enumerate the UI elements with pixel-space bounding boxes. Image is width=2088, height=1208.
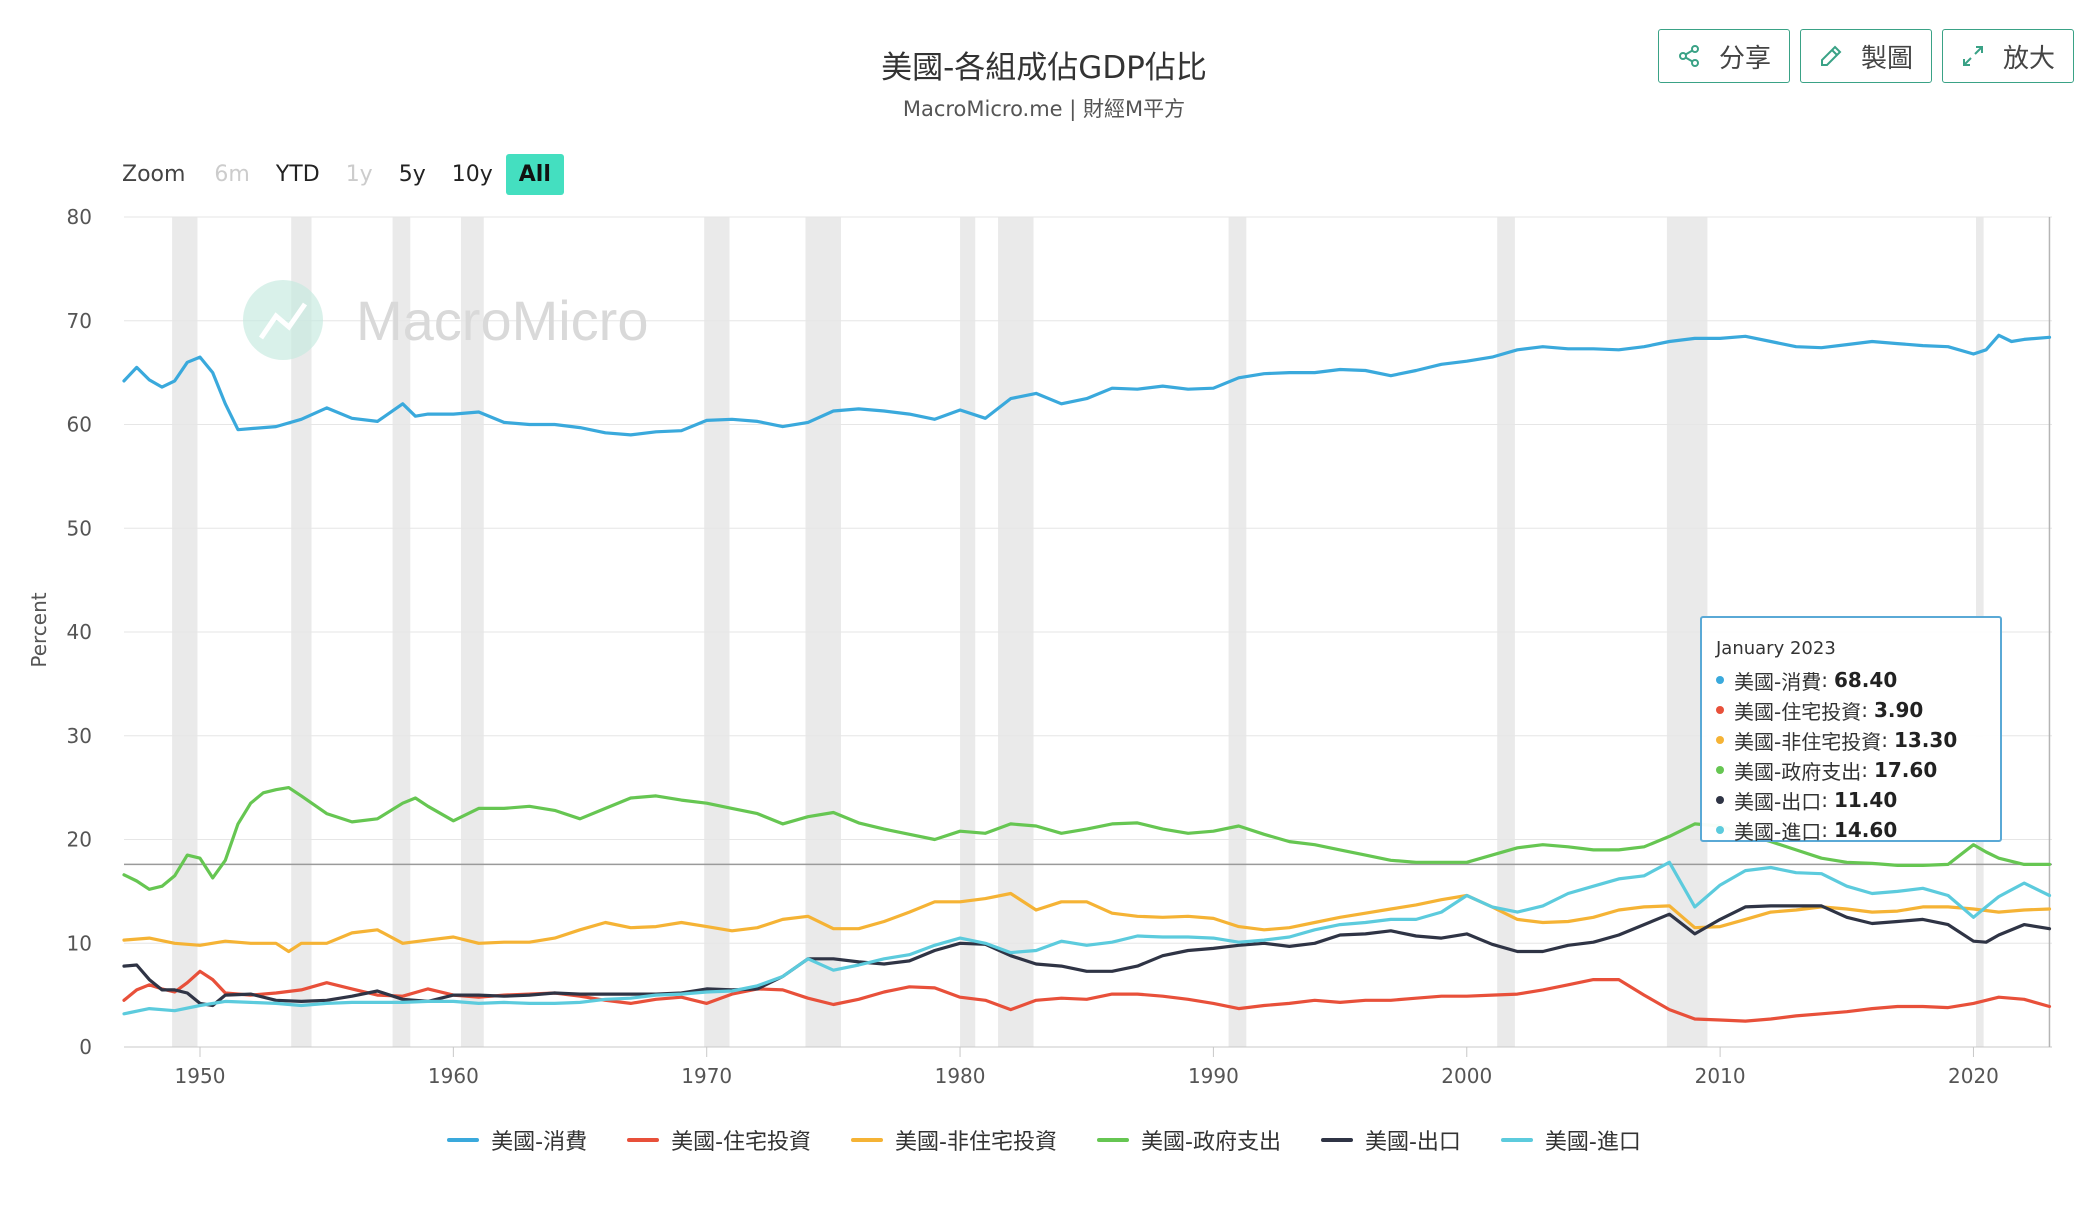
series-line-5 [122, 860, 2052, 1016]
draw-label: 製圖 [1860, 43, 1913, 74]
tooltip-dot [1716, 796, 1724, 804]
y-tick-label: 10 [67, 931, 92, 955]
tooltip-row: 美國-住宅投資: 3.90 [1716, 695, 1986, 725]
tooltip-dot [1716, 736, 1724, 744]
tooltip-row-name: 美國-進口 [1734, 819, 1822, 844]
tooltip-row-value: 14.60 [1833, 818, 1898, 842]
zoom-5y-button[interactable]: 5y [398, 162, 426, 187]
tooltip-row-name: 美國-消費 [1734, 669, 1822, 694]
watermark-text: MacroMicro [356, 289, 648, 352]
legend-item-residential-investment[interactable]: 美國-住宅投資 [627, 1124, 811, 1156]
expand-icon [1962, 46, 1983, 66]
legend-swatch [1097, 1138, 1129, 1142]
tooltip-row-value: 17.60 [1873, 758, 1938, 782]
y-tick-label: 50 [67, 516, 92, 540]
tooltip-row-name: 美國-政府支出 [1734, 759, 1862, 784]
tooltip-date: January 2023 [1716, 638, 1836, 659]
action-bar: 分享 製圖 放大 [1657, 29, 2074, 83]
tooltip-row: 美國-出口: 11.40 [1716, 785, 1986, 815]
series-line-4 [122, 904, 2052, 1008]
y-axis-label: Percent [27, 592, 51, 667]
legend-label: 美國-進口 [1544, 1130, 1641, 1155]
watermark-logo-mark [258, 302, 308, 340]
zoom-1y-button[interactable]: 1y [345, 162, 373, 187]
legend-item-exports[interactable]: 美國-出口 [1320, 1124, 1461, 1156]
legend-label: 美國-出口 [1364, 1130, 1461, 1155]
legend-item-nonresidential-investment[interactable]: 美國-非住宅投資 [851, 1124, 1057, 1156]
tooltip-dot [1716, 676, 1724, 684]
legend-swatch [627, 1138, 660, 1142]
tooltip-row-value: 68.40 [1833, 668, 1898, 692]
legend: 美國-消費 美國-住宅投資 美國-非住宅投資 美國-政府支出 美國-出口 美國-… [0, 1124, 2088, 1156]
tooltip-row-value: 11.40 [1833, 788, 1898, 812]
pencil-icon [1820, 45, 1842, 66]
tooltip-dot [1716, 766, 1724, 774]
x-tick-label: 2000 [1441, 1064, 1492, 1088]
legend-label: 美國-消費 [491, 1130, 588, 1155]
zoom-bar: Zoom 6m YTD 1y 5y 10y All [122, 154, 564, 195]
zoom-label: Zoom [122, 162, 186, 187]
legend-swatch [447, 1138, 480, 1142]
tooltip-row-name: 美國-住宅投資 [1734, 699, 1862, 724]
chart-title: 美國-各組成佔GDP佔比 [881, 50, 1207, 86]
tooltip-row-value: 13.30 [1893, 728, 1958, 752]
tooltip: January 2023 美國-消費: 68.40 美國-住宅投資: 3.90 … [1700, 616, 2002, 845]
y-tick-label: 80 [67, 205, 92, 229]
x-tick-label: 1970 [681, 1064, 732, 1088]
tooltip-row-name: 美國-出口 [1734, 789, 1822, 814]
share-icon [1678, 45, 1699, 67]
y-axis-ticks: 0 10 20 30 40 50 60 70 80 [67, 205, 92, 1059]
zoom-all-button[interactable]: All [505, 154, 564, 195]
legend-item-imports[interactable]: 美國-進口 [1500, 1124, 1641, 1156]
x-tick-label: 2020 [1948, 1064, 1999, 1088]
chart-subtitle: MacroMicro.me | 財經M平方 [902, 97, 1186, 121]
x-tick-label: 1960 [428, 1064, 479, 1088]
y-tick-label: 60 [67, 413, 92, 437]
legend-item-consumption[interactable]: 美國-消費 [447, 1124, 587, 1156]
y-tick-label: 30 [67, 724, 92, 748]
expand-button[interactable]: 放大 [1941, 29, 2074, 83]
draw-button[interactable]: 製圖 [1799, 29, 1932, 83]
y-tick-label: 20 [67, 828, 92, 852]
legend-item-government-spending[interactable]: 美國-政府支出 [1097, 1124, 1281, 1156]
watermark: MacroMicro [243, 280, 648, 360]
tooltip-dot [1716, 706, 1724, 714]
tooltip-row: 美國-政府支出: 17.60 [1716, 755, 1986, 785]
share-label: 分享 [1718, 43, 1771, 74]
legend-swatch [851, 1138, 884, 1142]
expand-label: 放大 [2002, 43, 2055, 74]
y-tick-label: 0 [79, 1035, 92, 1059]
tooltip-row-name: 美國-非住宅投資 [1734, 729, 1882, 754]
tooltip-row-value: 3.90 [1873, 698, 1924, 722]
legend-label: 美國-住宅投資 [671, 1130, 812, 1155]
zoom-ytd-button[interactable]: YTD [275, 162, 320, 187]
tooltip-row: 美國-消費: 68.40 [1716, 665, 1986, 695]
series-line-0 [122, 333, 2052, 437]
series-lines [122, 333, 2052, 1023]
x-tick-label: 1950 [175, 1064, 226, 1088]
x-axis-ticks: 1950 1960 1970 1980 1990 2000 2010 2020 [175, 1047, 1999, 1088]
legend-swatch [1320, 1138, 1353, 1142]
tooltip-row: 美國-進口: 14.60 [1716, 815, 1986, 845]
legend-label: 美國-政府支出 [1141, 1130, 1281, 1155]
tooltip-dot [1716, 826, 1724, 834]
legend-swatch [1500, 1138, 1533, 1142]
y-tick-label: 40 [67, 620, 92, 644]
share-button[interactable]: 分享 [1657, 29, 1790, 83]
legend-label: 美國-非住宅投資 [895, 1130, 1057, 1155]
x-tick-label: 2010 [1695, 1064, 1746, 1088]
series-line-2 [122, 891, 2052, 954]
zoom-10y-button[interactable]: 10y [451, 162, 493, 187]
zoom-6m-button[interactable]: 6m [214, 162, 250, 187]
x-tick-label: 1990 [1188, 1064, 1239, 1088]
series-line-1 [122, 969, 2052, 1023]
x-tick-label: 1980 [935, 1064, 986, 1088]
y-tick-label: 70 [67, 309, 92, 333]
tooltip-row: 美國-非住宅投資: 13.30 [1716, 725, 1986, 755]
